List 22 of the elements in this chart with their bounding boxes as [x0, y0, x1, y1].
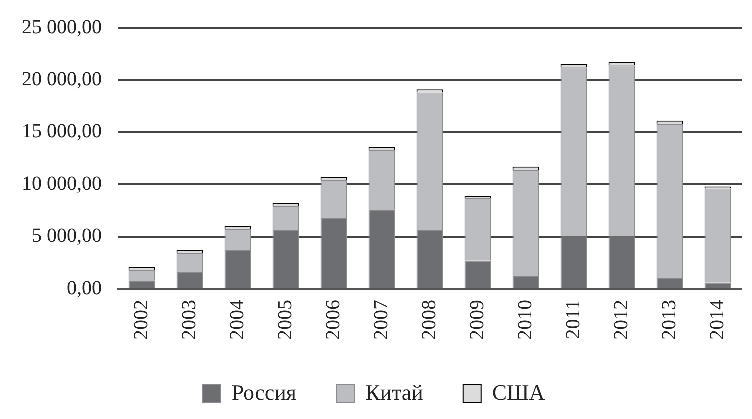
x-tick-label: 2012 [610, 300, 632, 340]
x-tick-label: 2005 [274, 300, 296, 340]
y-tick-label: 0,00 [67, 277, 102, 300]
x-tick-label: 2010 [514, 300, 536, 340]
legend-label: Россия [232, 380, 297, 405]
x-tick-label: 2014 [706, 300, 728, 340]
x-tick-label: 2009 [466, 300, 488, 340]
x-tick-label: 2003 [178, 300, 200, 340]
x-tick-label: 2011 [562, 300, 584, 340]
x-tick-label: 2013 [658, 300, 680, 340]
x-tick-label: 2006 [322, 300, 344, 340]
y-tick-label: 15 000,00 [22, 120, 102, 143]
legend-label: США [492, 380, 546, 405]
y-tick-label: 10 000,00 [22, 172, 102, 195]
y-tick-label: 20 000,00 [22, 68, 102, 90]
y-tick-label: 5 000,00 [32, 225, 102, 248]
x-tick-label: 2008 [418, 300, 440, 340]
x-tick-label: 2002 [130, 300, 152, 340]
x-tick-label: 2004 [226, 300, 248, 340]
x-tick-label: 2007 [370, 300, 392, 340]
y-tick-label: 25 000,00 [22, 16, 102, 38]
legend-label: Китай [366, 380, 424, 405]
